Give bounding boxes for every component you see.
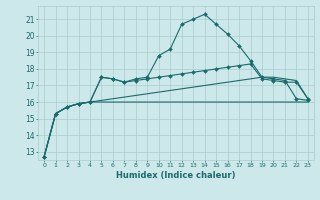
X-axis label: Humidex (Indice chaleur): Humidex (Indice chaleur) [116, 171, 236, 180]
